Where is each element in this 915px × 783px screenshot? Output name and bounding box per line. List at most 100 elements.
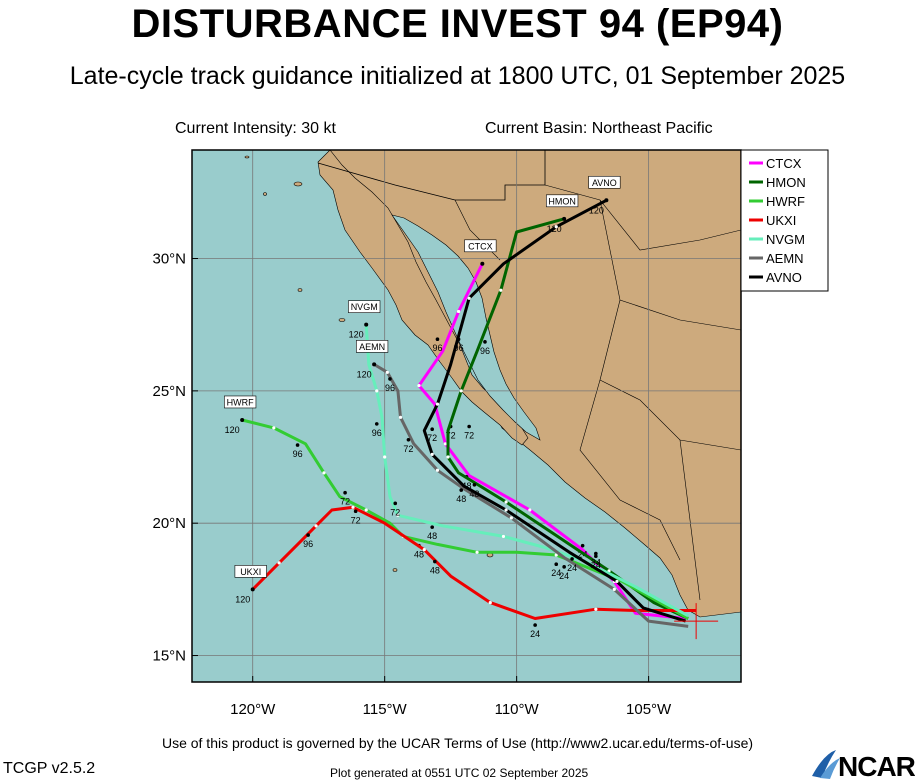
track-point <box>504 508 508 512</box>
island <box>297 288 303 292</box>
forecast-hour-dot <box>295 443 300 447</box>
forecast-hour-label: 24 <box>567 563 577 573</box>
track-point <box>499 288 503 292</box>
lat-tick-label: 20°N <box>152 515 186 532</box>
forecast-hour-label: 48 <box>430 566 440 576</box>
forecast-hour-dot <box>430 525 434 529</box>
forecast-hour-label: 48 <box>469 489 479 499</box>
forecast-hour-dot <box>467 424 471 429</box>
version-label: TCGP v2.5.2 <box>3 760 96 777</box>
lat-tick-label: 15°N <box>152 648 186 665</box>
track-point <box>375 389 379 393</box>
track-point <box>430 452 434 456</box>
track-end-label: NVGM <box>351 302 378 312</box>
legend-entry: AVNO <box>766 270 802 285</box>
track-point <box>446 455 450 459</box>
legend-entry: HWRF <box>766 194 805 209</box>
track-end-label-box <box>546 194 579 208</box>
legend-entry: AEMN <box>766 251 804 266</box>
track-point <box>385 370 389 374</box>
forecast-hour-label: 24 <box>551 568 561 578</box>
forecast-hour-label: 72 <box>351 515 361 525</box>
forecast-hour-dot <box>353 509 358 514</box>
forecast-hour-label: 72 <box>427 433 437 443</box>
forecast-hour-dot <box>393 501 398 506</box>
track-point <box>528 508 532 512</box>
track-ctcx <box>417 263 686 620</box>
track-point <box>364 508 368 512</box>
track-end-label-box <box>588 175 621 189</box>
track-end-dot <box>364 322 369 327</box>
lon-tick-label: 115°W <box>363 701 408 718</box>
forecast-hour-dot <box>430 427 434 432</box>
forecast-hour-label: 72 <box>446 431 456 441</box>
forecast-hour-label: 96 <box>303 539 313 549</box>
track-point <box>322 471 326 475</box>
lat-tick-label: 30°N <box>152 251 186 268</box>
forecast-hour-label: 24 <box>559 571 569 581</box>
forecast-hour-dot <box>594 554 598 559</box>
forecast-hour-label: 96 <box>432 343 442 353</box>
island <box>338 318 346 322</box>
state-borders <box>454 184 741 601</box>
track-point <box>488 600 492 605</box>
terms-of-use: Use of this product is governed by the U… <box>161 735 754 751</box>
track-point <box>554 553 558 557</box>
track-end-dot <box>240 417 245 422</box>
track-end-hour: 120 <box>235 594 250 604</box>
track-end-label: AEMN <box>359 342 385 352</box>
track-end-dot <box>480 261 485 266</box>
track-ukxi <box>251 505 697 620</box>
track-aemn <box>373 363 689 628</box>
forecast-hour-label: 24 <box>591 558 601 568</box>
track-end-dot <box>250 587 255 592</box>
island <box>244 155 250 159</box>
forecast-hour-dot <box>483 340 487 344</box>
track-end-label-box <box>356 340 389 353</box>
legend-entry: NVGM <box>766 232 805 247</box>
forecast-hour-label: 72 <box>403 444 413 454</box>
track-end-hour: 120 <box>357 369 372 379</box>
forecast-hour-dot <box>554 562 559 566</box>
track-end-label: UKXI <box>240 567 261 577</box>
forecast-hour-label: 96 <box>293 449 303 459</box>
page-subtitle: Late-cycle track guidance initialized at… <box>69 62 846 90</box>
track-avno <box>422 198 687 623</box>
track-point <box>398 415 403 419</box>
island <box>293 181 303 187</box>
forecast-hour-label: 24 <box>530 629 540 639</box>
track-point <box>615 579 619 584</box>
land-baja-california <box>317 150 529 446</box>
track-end-label: CTCX <box>468 241 493 251</box>
forecast-hour-label: 48 <box>461 481 471 491</box>
track-end-label-box <box>348 300 381 313</box>
forecast-hour-dot <box>472 482 477 487</box>
lat-tick-label: 25°N <box>152 383 186 400</box>
lon-tick-label: 105°W <box>626 701 672 718</box>
forecast-hour-dot <box>388 377 392 381</box>
track-end-dot <box>604 198 609 203</box>
track-point <box>456 309 461 314</box>
track-point <box>277 561 281 565</box>
track-point <box>417 383 421 388</box>
track-point <box>504 500 508 504</box>
track-point <box>475 550 479 554</box>
forecast-hour-dot <box>594 551 598 556</box>
forecast-hour-dot <box>343 490 347 495</box>
legend-entry: UKXI <box>766 213 796 228</box>
track-end-dot <box>372 362 377 367</box>
island <box>263 192 267 196</box>
track-end-hour: 120 <box>349 330 364 340</box>
generated-timestamp: Plot generated at 0551 UTC 02 September … <box>330 766 589 780</box>
forecast-hour-label: 96 <box>385 383 395 393</box>
forecast-hour-label: 96 <box>454 343 464 353</box>
track-point <box>351 505 355 509</box>
legend-entry: CTCX <box>766 156 802 171</box>
track-point <box>383 455 387 459</box>
forecast-hour-label: 24 <box>591 560 601 570</box>
track-point <box>594 607 598 611</box>
forecast-hour-label: 72 <box>464 431 474 441</box>
legend-entry: HMON <box>766 175 806 190</box>
forecast-hour-label: 72 <box>390 507 400 517</box>
track-point <box>396 513 400 517</box>
